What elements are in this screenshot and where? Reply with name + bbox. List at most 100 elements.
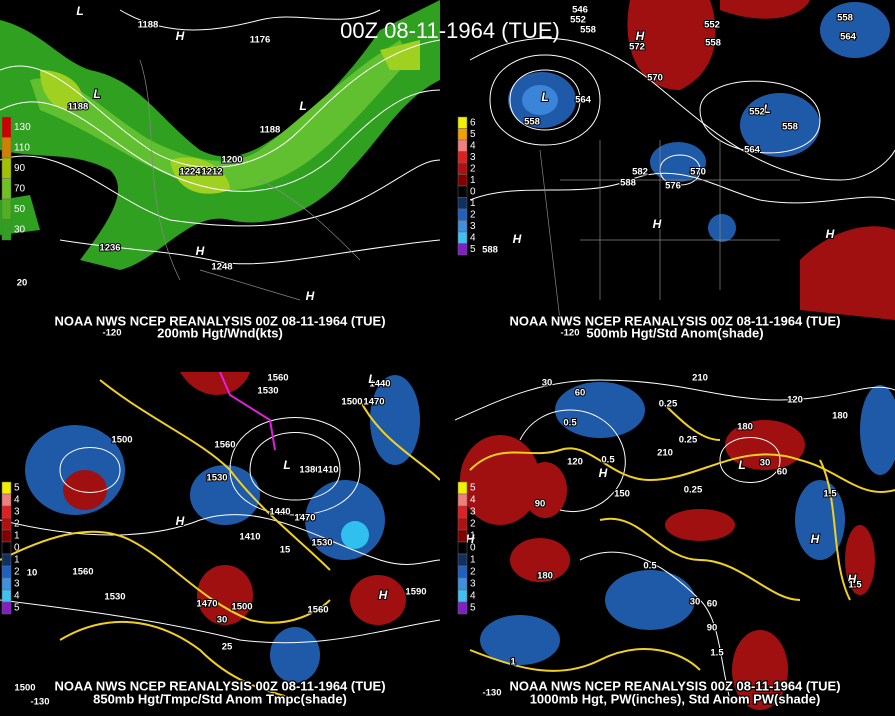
pressure-center: H bbox=[176, 29, 185, 43]
pressure-center: L bbox=[763, 102, 770, 116]
colorbar-swatch bbox=[457, 208, 468, 221]
pressure-center: L bbox=[738, 458, 745, 472]
pressure-center: H bbox=[636, 29, 645, 43]
colorbar-swatch bbox=[457, 231, 468, 244]
contour-label: 1530 bbox=[257, 386, 278, 397]
contour-label: 1410 bbox=[317, 465, 338, 476]
anomaly-shading bbox=[740, 93, 820, 157]
colorbar-swatch bbox=[457, 517, 468, 531]
contour-label: 150 bbox=[614, 489, 630, 500]
contour-label: 1440 bbox=[269, 507, 290, 518]
colorbar-label: 90 bbox=[14, 163, 26, 174]
contour-label: 1.5 bbox=[823, 489, 837, 500]
contour-label: 564 bbox=[744, 145, 761, 156]
contour-label: 1560 bbox=[72, 567, 93, 578]
colorbar-swatch bbox=[1, 219, 12, 241]
pressure-center: L bbox=[368, 372, 375, 386]
anomaly-shading bbox=[350, 575, 406, 625]
contour-label: 558 bbox=[580, 25, 596, 36]
contour-label: 582 bbox=[632, 167, 648, 178]
colorbar-label: 3 bbox=[470, 579, 476, 590]
contour-label: 552 bbox=[749, 107, 765, 118]
colorbar-label: 4 bbox=[470, 140, 476, 151]
contour-label: 1500 bbox=[14, 683, 35, 694]
colorbar-swatch bbox=[457, 139, 468, 152]
contour-label: 1188 bbox=[260, 125, 281, 136]
anomaly-shading bbox=[190, 465, 260, 525]
colorbar-swatch bbox=[1, 517, 12, 531]
colorbar-label: 30 bbox=[14, 224, 26, 235]
colorbar-swatch bbox=[1, 529, 12, 543]
contour-label: 25 bbox=[222, 642, 233, 653]
panel-caption: NOAA NWS NCEP REANALYSIS 00Z 08-11-1964 … bbox=[509, 313, 840, 328]
contour-label: 558 bbox=[782, 122, 798, 133]
panel-caption: NOAA NWS NCEP REANALYSIS 00Z 08-11-1964 … bbox=[54, 313, 385, 328]
contour-label: 0.5 bbox=[563, 418, 577, 429]
contour-label: 1530 bbox=[206, 473, 227, 484]
colorbar-label: 1 bbox=[14, 555, 20, 566]
colorbar-label: 3 bbox=[470, 152, 476, 163]
colorbar-label: 130 bbox=[14, 122, 31, 133]
colorbar-label: 3 bbox=[470, 221, 476, 232]
contour-label: 210 bbox=[657, 448, 673, 459]
anomaly-shading bbox=[523, 462, 567, 518]
anomaly-shading bbox=[460, 435, 540, 525]
contour-label: 552 bbox=[704, 20, 720, 31]
colorbar-swatch bbox=[457, 116, 468, 129]
colorbar-swatch bbox=[1, 565, 12, 579]
contour-label: -120 bbox=[102, 328, 121, 339]
colorbar-swatch bbox=[457, 601, 468, 615]
colorbar-label: 0 bbox=[14, 543, 20, 554]
pressure-center: H bbox=[306, 289, 315, 303]
colorbar-label: 2 bbox=[470, 209, 476, 220]
colorbar-label: 4 bbox=[470, 591, 476, 602]
anomaly-shading bbox=[725, 420, 805, 470]
contour-label: 546 bbox=[572, 5, 588, 16]
colorbar-label: 5 bbox=[14, 483, 20, 494]
contour-label: 1410 bbox=[239, 532, 260, 543]
contour-label: 558 bbox=[705, 38, 721, 49]
colorbar-label: 3 bbox=[14, 507, 20, 518]
contour-label: 588 bbox=[482, 245, 498, 256]
anomaly-shading bbox=[522, 85, 558, 115]
pressure-center: H bbox=[599, 466, 608, 480]
contour-label: 0.25 bbox=[659, 399, 678, 410]
contour-label: 1.5 bbox=[710, 648, 724, 659]
contour-label: -120 bbox=[560, 328, 579, 339]
contour-label: 1440 bbox=[369, 379, 390, 390]
colorbar-label: 2 bbox=[14, 519, 20, 530]
contour-label: 1212 bbox=[201, 167, 222, 178]
colorbar-label: 1 bbox=[470, 198, 476, 209]
contour-label: 90 bbox=[535, 499, 546, 510]
contour-label: -130 bbox=[30, 697, 49, 708]
contour-label: 570 bbox=[690, 167, 706, 178]
anomaly-shading bbox=[732, 630, 788, 710]
pressure-center: H bbox=[196, 244, 205, 258]
panel-caption: NOAA NWS NCEP REANALYSIS 00Z 08-11-1964 … bbox=[54, 678, 385, 693]
contour-label: 558 bbox=[837, 13, 853, 24]
colorbar-swatch bbox=[457, 493, 468, 507]
colorbar-label: 1 bbox=[470, 555, 476, 566]
colorbar-swatch bbox=[457, 505, 468, 519]
anomaly-shading bbox=[860, 385, 895, 475]
colorbar-label: 1 bbox=[470, 175, 476, 186]
contour-label: 30 bbox=[690, 597, 701, 608]
colorbar-label: 50 bbox=[14, 204, 26, 215]
contour-label: 1.5 bbox=[848, 580, 862, 591]
colorbar-label: 4 bbox=[14, 495, 20, 506]
colorbar-swatch bbox=[1, 116, 12, 138]
contour-label: 0.25 bbox=[679, 435, 698, 446]
contour-label: 30 bbox=[760, 458, 771, 469]
contour-label: 60 bbox=[707, 599, 718, 610]
colorbar-swatch bbox=[457, 481, 468, 495]
colorbar-swatch bbox=[1, 541, 12, 555]
contour-label: 1530 bbox=[104, 592, 125, 603]
colorbar-label: 1 bbox=[14, 531, 20, 542]
colorbar-label: 5 bbox=[470, 483, 476, 494]
anomaly-shading bbox=[665, 509, 735, 541]
contour-label: 30 bbox=[217, 615, 228, 626]
colorbar-swatch bbox=[1, 577, 12, 591]
contour-label: 20 bbox=[17, 278, 28, 289]
colorbar-swatch bbox=[457, 529, 468, 543]
colorbar-label: 2 bbox=[470, 163, 476, 174]
